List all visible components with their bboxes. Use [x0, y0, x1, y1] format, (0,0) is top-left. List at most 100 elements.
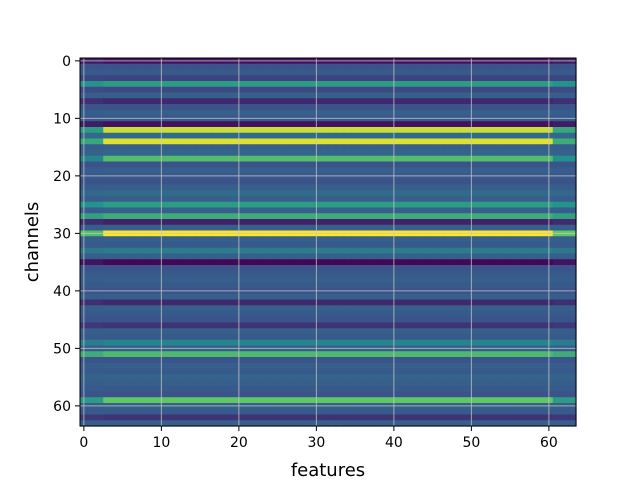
heatmap-cell — [173, 265, 182, 272]
heatmap-cell — [258, 242, 267, 249]
heatmap-cell — [258, 368, 267, 375]
heatmap-cell — [258, 144, 267, 151]
heatmap-cell — [490, 391, 500, 398]
heatmap-cell — [529, 282, 538, 289]
heatmap-cell — [444, 150, 453, 157]
heatmap-cell — [421, 322, 430, 329]
heatmap-cell — [529, 420, 538, 427]
heatmap-cell — [196, 322, 205, 329]
heatmap-cell — [149, 362, 159, 370]
heatmap-cell — [335, 98, 345, 105]
heatmap-cell — [568, 213, 577, 220]
heatmap-cell — [498, 63, 507, 71]
heatmap-cell — [343, 161, 352, 168]
heatmap-cell — [514, 385, 523, 393]
heatmap-cell — [475, 374, 484, 381]
heatmap-cell — [405, 121, 414, 128]
heatmap-cell — [428, 184, 438, 191]
heatmap-cell — [134, 92, 143, 99]
heatmap-cell — [568, 339, 577, 347]
y-tick-label: 30 — [53, 226, 71, 242]
heatmap-cell — [111, 397, 120, 404]
heatmap-cell — [173, 374, 182, 381]
heatmap-cell — [397, 201, 407, 209]
heatmap-cell — [552, 282, 562, 289]
heatmap-cell — [242, 299, 252, 306]
heatmap-cell — [490, 316, 500, 324]
heatmap-cell — [297, 334, 306, 341]
heatmap-cell — [428, 63, 438, 71]
heatmap-cell — [227, 109, 236, 117]
heatmap-cell — [95, 196, 104, 203]
heatmap-cell — [498, 127, 507, 134]
heatmap-cell — [211, 213, 221, 220]
heatmap-cell — [452, 276, 461, 283]
heatmap-cell — [490, 282, 500, 289]
heatmap-cell — [219, 247, 228, 255]
heatmap-cell — [537, 299, 546, 306]
heatmap-cell — [142, 368, 151, 375]
heatmap-cell — [134, 334, 143, 341]
heatmap-cell — [273, 104, 283, 111]
heatmap-cell — [87, 259, 97, 266]
heatmap-cell — [281, 213, 290, 220]
heatmap-cell — [95, 259, 104, 266]
heatmap-cell — [173, 253, 182, 260]
heatmap-cell — [397, 334, 407, 341]
heatmap-cell — [359, 207, 368, 214]
heatmap-cell — [320, 374, 329, 381]
heatmap-cell — [436, 270, 445, 278]
heatmap-cell — [111, 144, 120, 151]
heatmap-cell — [459, 98, 469, 105]
heatmap-cell — [514, 242, 523, 249]
heatmap-cell — [111, 213, 120, 220]
heatmap-cell — [304, 109, 314, 117]
heatmap-cell — [421, 86, 430, 94]
heatmap-cell — [359, 328, 368, 335]
heatmap-cell — [87, 86, 97, 94]
heatmap-cell — [149, 178, 159, 186]
heatmap-cell — [397, 282, 407, 289]
heatmap-cell — [529, 138, 538, 145]
heatmap-cell — [320, 144, 329, 151]
heatmap-cell — [258, 391, 267, 398]
heatmap-cell — [343, 414, 352, 421]
heatmap-cell — [490, 328, 500, 335]
heatmap-cell — [397, 374, 407, 381]
heatmap-cell — [498, 104, 507, 111]
heatmap-cell — [297, 178, 306, 186]
heatmap-cell — [250, 201, 259, 209]
heatmap-cell — [196, 242, 205, 249]
heatmap-cell — [490, 311, 500, 318]
heatmap-cell — [304, 69, 314, 76]
heatmap-cell — [343, 155, 352, 163]
heatmap-cell — [537, 178, 546, 186]
heatmap-cell — [227, 299, 236, 306]
heatmap-cell — [382, 98, 391, 105]
heatmap-cell — [359, 219, 368, 226]
heatmap-cell — [568, 368, 577, 375]
heatmap-cell — [188, 121, 197, 128]
heatmap-cell — [173, 161, 182, 168]
heatmap-cell — [281, 322, 290, 329]
heatmap-cell — [459, 385, 469, 393]
heatmap-cell — [459, 305, 469, 312]
heatmap-cell — [304, 414, 314, 421]
heatmap-cell — [382, 357, 391, 364]
heatmap-cell — [173, 75, 182, 82]
heatmap-cell — [521, 311, 531, 318]
heatmap-cell — [242, 265, 252, 272]
heatmap-cell — [149, 408, 159, 416]
heatmap-cell — [397, 184, 407, 191]
heatmap-cell — [359, 282, 368, 289]
heatmap-cell — [328, 109, 337, 117]
heatmap-cell — [452, 420, 461, 427]
heatmap-cell — [459, 196, 469, 203]
heatmap-cell — [173, 351, 182, 358]
heatmap-cell — [328, 322, 337, 329]
heatmap-cell — [436, 155, 445, 163]
heatmap-cell — [103, 374, 112, 381]
heatmap-cell — [359, 92, 368, 99]
heatmap-cell — [180, 259, 190, 266]
heatmap-cell — [204, 334, 213, 341]
